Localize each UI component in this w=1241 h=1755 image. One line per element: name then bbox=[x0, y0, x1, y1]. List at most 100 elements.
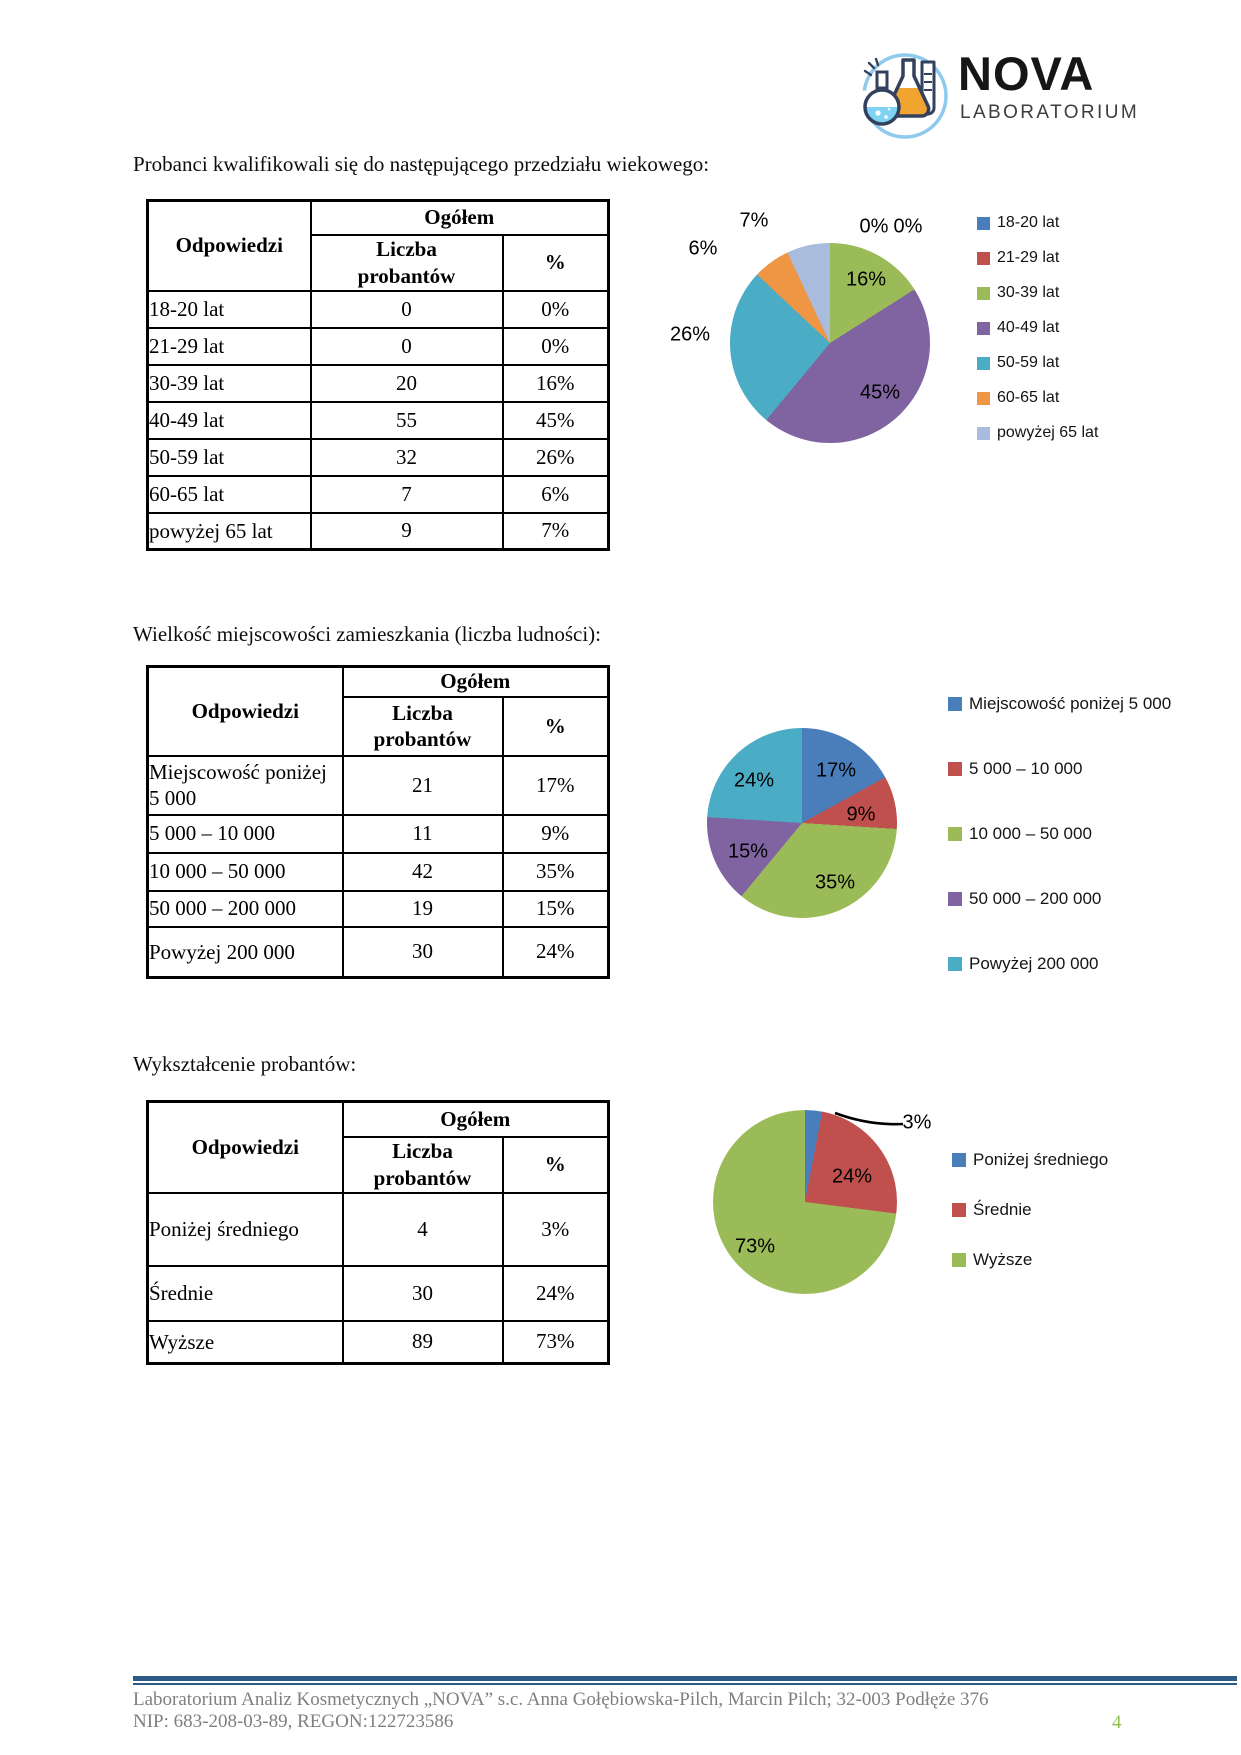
table-cell-label: 50-59 lat bbox=[146, 437, 312, 477]
table-cell-count: 7 bbox=[309, 474, 504, 514]
table-row: 18-20 lat 0 0% bbox=[146, 289, 610, 329]
legend-item: Poniżej średniego bbox=[952, 1150, 1108, 1170]
legend-swatch bbox=[948, 892, 962, 906]
legend-swatch bbox=[977, 356, 990, 370]
col-header-percent: % bbox=[501, 1135, 610, 1194]
section-heading-education: Wykształcenie probantów: bbox=[133, 1052, 357, 1076]
table-cell-percent: 16% bbox=[501, 363, 610, 403]
col-header-total: Ogółem bbox=[309, 199, 610, 236]
pie-percent-label: 16% bbox=[845, 268, 887, 291]
table-header-row: Liczba probantów % bbox=[148, 1135, 610, 1194]
table-cell-label: Poniżej średniego bbox=[146, 1191, 344, 1267]
table-row: Wyższe 89 73% bbox=[146, 1319, 610, 1365]
footer-line-2: NIP: 683-208-03-89, REGON:122723586 bbox=[133, 1711, 454, 1732]
section-heading-city: Wielkość miejscowości zamieszkania (licz… bbox=[133, 622, 601, 646]
table-cell-percent: 26% bbox=[501, 437, 610, 477]
legend-label: 50 000 – 200 000 bbox=[969, 889, 1102, 908]
legend-label: Miejscowość poniżej 5 000 bbox=[969, 694, 1172, 713]
legend-item: 40-49 lat bbox=[977, 319, 1098, 337]
table-cell-count: 89 bbox=[341, 1319, 504, 1365]
page-number: 4 bbox=[1112, 1712, 1122, 1733]
table-row: Miejscowość poniżej 5 000 21 17% bbox=[146, 754, 610, 816]
pie-percent-label: 45% bbox=[859, 381, 901, 404]
col-header-count: Liczba probantów bbox=[341, 1135, 504, 1194]
table-header-row: Liczba probantów % bbox=[148, 233, 610, 292]
pie-percent-label: 3% bbox=[902, 1111, 932, 1134]
table-cell-label: Miejscowość poniżej 5 000 bbox=[146, 754, 344, 816]
legend-swatch bbox=[977, 321, 990, 335]
lab-flasks-icon bbox=[858, 46, 958, 145]
table-row: 21-29 lat 0 0% bbox=[146, 326, 610, 366]
table-cell-label: 10 000 – 50 000 bbox=[146, 851, 344, 892]
section-heading-age: Probanci kwalifikowali się do następując… bbox=[133, 152, 710, 176]
pie-percent-label: 35% bbox=[814, 871, 856, 894]
city-chart-legend: Miejscowość poniżej 5 000 5 000 – 10 000 1… bbox=[948, 694, 1171, 1019]
table-row: 30-39 lat 20 16% bbox=[146, 363, 610, 403]
table-cell-percent: 45% bbox=[501, 400, 610, 440]
table-cell-percent: 6% bbox=[501, 474, 610, 514]
legend-item: 50-59 lat bbox=[977, 354, 1098, 372]
col-header-percent: % bbox=[501, 695, 610, 757]
logo-title: NOVA bbox=[958, 47, 1095, 100]
table-row: 50 000 – 200 000 19 15% bbox=[146, 889, 610, 928]
table-cell-label: powyżej 65 lat bbox=[146, 511, 312, 551]
legend-item: 50 000 – 200 000 bbox=[948, 889, 1171, 909]
table-cell-count: 4 bbox=[341, 1191, 504, 1267]
table-cell-label: 40-49 lat bbox=[146, 400, 312, 440]
table-cell-percent: 0% bbox=[501, 326, 610, 366]
table-cell-count: 0 bbox=[309, 289, 504, 329]
table-row: 10 000 – 50 000 42 35% bbox=[146, 851, 610, 892]
pie-percent-label: 17% bbox=[815, 759, 857, 782]
table-cell-count: 32 bbox=[309, 437, 504, 477]
table-cell-label: 30-39 lat bbox=[146, 363, 312, 403]
legend-item: Wyższe bbox=[952, 1250, 1108, 1270]
legend-item: 10 000 – 50 000 bbox=[948, 824, 1171, 844]
legend-label: 40-49 lat bbox=[997, 319, 1060, 336]
pie-percent-label: 7% bbox=[739, 209, 769, 232]
city-pie-chart bbox=[707, 728, 897, 918]
pie-percent-label: 0% bbox=[893, 215, 923, 238]
table-cell-label: Powyżej 200 000 bbox=[146, 925, 344, 979]
pie-percent-label: 26% bbox=[669, 323, 711, 346]
legend-label: 5 000 – 10 000 bbox=[969, 759, 1083, 778]
table-row: Poniżej średniego 4 3% bbox=[146, 1191, 610, 1267]
table-row: Powyżej 200 000 30 24% bbox=[146, 925, 610, 979]
legend-item: 21-29 lat bbox=[977, 249, 1098, 267]
legend-swatch bbox=[977, 391, 990, 405]
col-header-percent: % bbox=[501, 233, 610, 292]
table-header-row: Liczba probantów % bbox=[148, 695, 610, 757]
table-cell-label: 50 000 – 200 000 bbox=[146, 889, 344, 928]
table-cell-count: 11 bbox=[341, 813, 504, 854]
legend-swatch bbox=[952, 1203, 966, 1217]
legend-label: 60-65 lat bbox=[997, 389, 1060, 406]
table-cell-count: 0 bbox=[309, 326, 504, 366]
table-cell-percent: 3% bbox=[501, 1191, 610, 1267]
legend-item: 5 000 – 10 000 bbox=[948, 759, 1171, 779]
pie-percent-label: 24% bbox=[733, 769, 775, 792]
legend-swatch bbox=[977, 426, 990, 440]
pie-percent-label: 73% bbox=[734, 1235, 776, 1258]
table-cell-label: 21-29 lat bbox=[146, 326, 312, 366]
col-header-total: Ogółem bbox=[341, 1100, 610, 1138]
legend-label: 18-20 lat bbox=[997, 214, 1060, 231]
education-chart-legend: Poniżej średniego Średnie Wyższe bbox=[952, 1150, 1108, 1300]
table-row: 60-65 lat 7 6% bbox=[146, 474, 610, 514]
logo-subtitle: LABORATORIUM bbox=[960, 102, 1140, 123]
table-header-row: Odpowiedzi Ogółem bbox=[146, 199, 610, 292]
table-cell-count: 21 bbox=[341, 754, 504, 816]
table-header-row: Odpowiedzi Ogółem bbox=[146, 1100, 610, 1194]
table-cell-percent: 15% bbox=[501, 889, 610, 928]
table-cell-percent: 17% bbox=[501, 754, 610, 816]
col-header-count: Liczba probantów bbox=[341, 695, 504, 757]
legend-label: 10 000 – 50 000 bbox=[969, 824, 1092, 843]
table-cell-count: 42 bbox=[341, 851, 504, 892]
city-table: Odpowiedzi Ogółem Liczba probantów % Mie… bbox=[146, 665, 611, 979]
age-pie-chart bbox=[730, 243, 930, 443]
table-cell-count: 55 bbox=[309, 400, 504, 440]
legend-swatch bbox=[977, 286, 990, 300]
table-cell-count: 19 bbox=[341, 889, 504, 928]
legend-swatch bbox=[948, 957, 962, 971]
legend-item: Powyżej 200 000 bbox=[948, 954, 1171, 974]
table-row: Średnie 30 24% bbox=[146, 1264, 610, 1322]
